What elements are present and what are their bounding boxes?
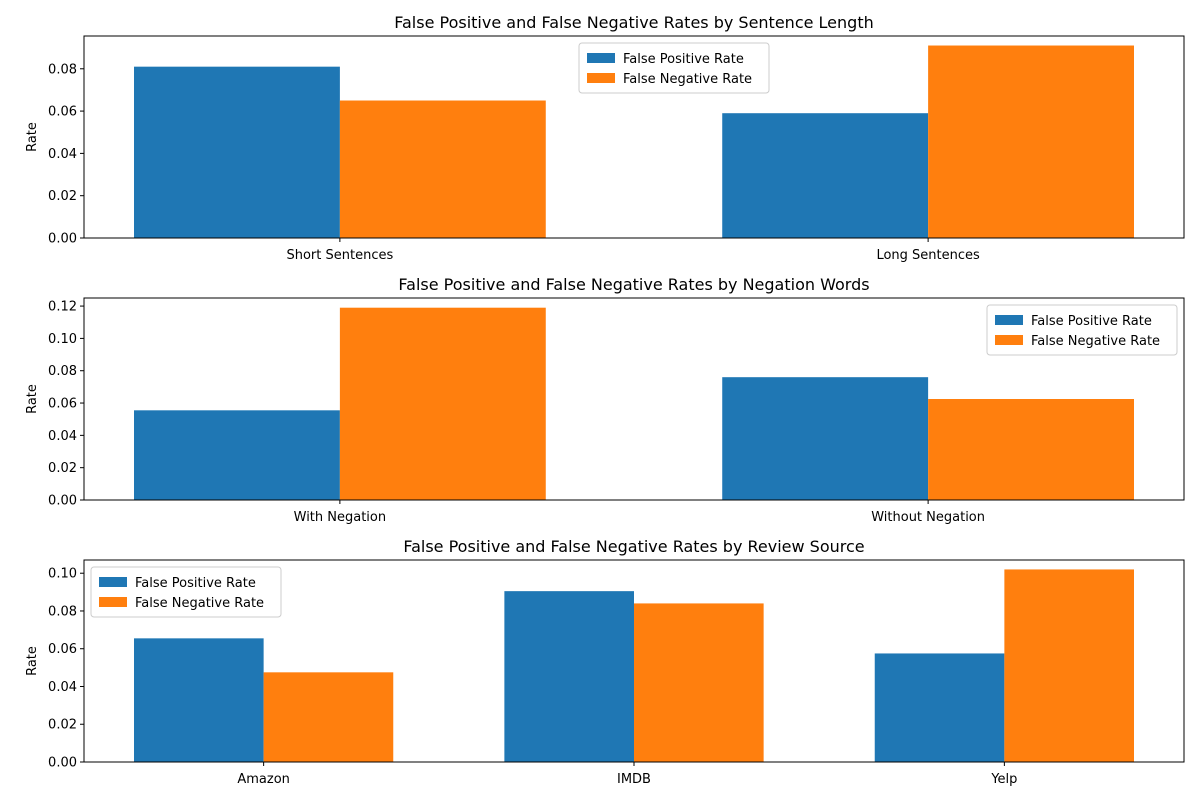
- legend-swatch-false-positive: [995, 315, 1023, 325]
- y-tick-label: 0.02: [48, 718, 77, 733]
- y-tick-label: 0.02: [48, 189, 77, 204]
- x-tick-label: With Negation: [294, 510, 387, 525]
- y-tick-label: 0.00: [48, 232, 77, 247]
- bar-false-positive-1: [722, 113, 929, 238]
- legend: False Positive Rate False Negative Rate: [90, 566, 282, 618]
- legend-label: False Positive Rate: [623, 52, 744, 67]
- axes-frame: [83, 35, 1185, 239]
- chart-title: False Positive and False Negative Rates …: [394, 13, 873, 32]
- bar-false-positive-0: [134, 410, 340, 500]
- x-tick-label: IMDB: [617, 772, 651, 787]
- legend-label: False Positive Rate: [135, 576, 256, 591]
- y-tick-label: 0.06: [48, 105, 77, 120]
- x-tick-label: Amazon: [237, 772, 290, 787]
- y-tick-label: 0.06: [48, 642, 77, 657]
- bar-false-positive-1: [722, 377, 929, 500]
- y-tick-label: 0.04: [48, 429, 77, 444]
- chart-title: False Positive and False Negative Rates …: [398, 275, 869, 294]
- y-tick-label: 0.12: [48, 300, 77, 315]
- bar-false-positive-0: [134, 66, 340, 238]
- legend: False Positive Rate False Negative Rate: [986, 304, 1178, 356]
- legend-swatch-false-negative: [99, 597, 127, 607]
- bar-false-negative-0: [339, 307, 546, 500]
- y-tick-label: 0.02: [48, 461, 77, 476]
- subplot-0: False Positive and False Negative Rates …: [25, 13, 1185, 263]
- y-tick-label: 0.06: [48, 397, 77, 412]
- legend-label: False Negative Rate: [623, 72, 752, 87]
- legend-label: False Negative Rate: [135, 596, 264, 611]
- subplot-2: False Positive and False Negative Rates …: [25, 537, 1185, 787]
- legend-swatch-false-positive: [99, 577, 127, 587]
- subplot-1: False Positive and False Negative Rates …: [25, 275, 1185, 525]
- legend-swatch-false-positive: [587, 53, 615, 63]
- y-tick-label: 0.04: [48, 147, 77, 162]
- bar-false-negative-2: [1004, 569, 1134, 762]
- legend-box: [90, 566, 282, 618]
- y-axis-label: Rate: [25, 122, 40, 152]
- bar-false-negative-1: [928, 399, 1134, 500]
- x-tick-label: Long Sentences: [876, 248, 980, 263]
- legend-swatch-false-negative: [995, 335, 1023, 345]
- bar-false-positive-0: [134, 638, 264, 762]
- y-tick-label: 0.10: [48, 332, 77, 347]
- y-tick-label: 0.00: [48, 756, 77, 771]
- legend-box: [986, 304, 1178, 356]
- bar-false-negative-1: [928, 45, 1134, 238]
- legend-box: [578, 42, 770, 94]
- x-tick-label: Without Negation: [871, 510, 985, 525]
- bar-false-positive-2: [874, 653, 1005, 762]
- y-tick-label: 0.10: [48, 567, 77, 582]
- x-tick-label: Yelp: [990, 772, 1017, 787]
- y-tick-label: 0.08: [48, 364, 77, 379]
- axes-frame: [83, 297, 1185, 501]
- y-axis-label: Rate: [25, 646, 40, 676]
- y-tick-label: 0.08: [48, 604, 77, 619]
- y-tick-label: 0.08: [48, 62, 77, 77]
- legend-label: False Positive Rate: [1031, 314, 1152, 329]
- y-axis-label: Rate: [25, 384, 40, 414]
- chart-title: False Positive and False Negative Rates …: [403, 537, 864, 556]
- bar-false-negative-0: [339, 100, 546, 238]
- y-tick-label: 0.04: [48, 680, 77, 695]
- x-tick-label: Short Sentences: [286, 248, 393, 263]
- bar-false-negative-0: [263, 672, 394, 762]
- bar-false-negative-1: [634, 603, 764, 762]
- bar-false-positive-1: [504, 591, 634, 762]
- legend-label: False Negative Rate: [1031, 334, 1160, 349]
- y-tick-label: 0.00: [48, 494, 77, 509]
- legend-swatch-false-negative: [587, 73, 615, 83]
- legend: False Positive Rate False Negative Rate: [578, 42, 770, 94]
